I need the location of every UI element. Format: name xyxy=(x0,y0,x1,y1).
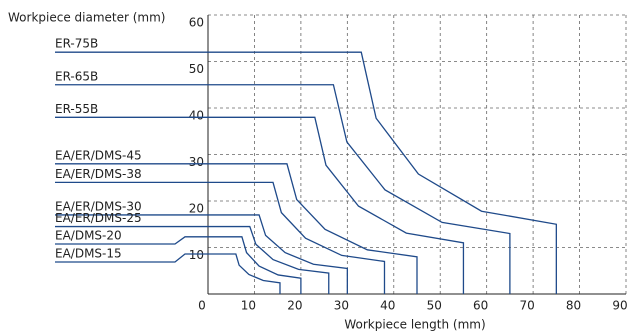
series-line xyxy=(208,253,281,294)
x-tick-label: 90 xyxy=(612,299,627,313)
y-axis-title: Workpiece diameter (mm) xyxy=(8,11,165,25)
series-label: EA/ER/DMS-30 xyxy=(55,199,142,213)
x-tick-label: 40 xyxy=(380,299,395,313)
leader-line xyxy=(55,236,208,245)
series-label: EA/ER/DMS-38 xyxy=(55,167,142,181)
y-tick-label: 10 xyxy=(189,248,204,262)
series-label: ER-55B xyxy=(55,102,98,116)
x-tick-label: 0 xyxy=(198,299,206,313)
series-line xyxy=(208,116,465,294)
series-label: ER-65B xyxy=(55,69,98,83)
x-tick-label: 60 xyxy=(473,299,488,313)
series-line xyxy=(208,84,511,294)
series-line xyxy=(208,236,302,294)
series-label: EA/DMS-20 xyxy=(55,229,122,243)
series-line xyxy=(208,51,557,294)
x-tick-label: 10 xyxy=(241,299,256,313)
x-tick-label: 20 xyxy=(287,299,302,313)
y-tick-label: 20 xyxy=(189,202,204,216)
leader-line xyxy=(55,253,208,263)
series-label: EA/ER/DMS-25 xyxy=(55,211,142,225)
series-line xyxy=(208,163,418,294)
x-tick-label: 70 xyxy=(519,299,534,313)
series-line xyxy=(208,214,348,294)
y-tick-label: 30 xyxy=(189,155,204,169)
series-label: EA/ER/DMS-45 xyxy=(55,148,142,162)
x-tick-label: 30 xyxy=(334,299,349,313)
series-label: ER-75B xyxy=(55,37,98,51)
y-tick-label: 60 xyxy=(189,16,204,30)
y-tick-label: 40 xyxy=(189,109,204,123)
x-tick-label: 80 xyxy=(566,299,581,313)
series-line xyxy=(208,181,386,294)
y-tick-label: 50 xyxy=(189,62,204,76)
x-axis-title: Workpiece length (mm) xyxy=(344,318,485,332)
series-label: EA/DMS-15 xyxy=(55,247,122,261)
series-line xyxy=(208,225,330,294)
x-tick-label: 50 xyxy=(427,299,442,313)
